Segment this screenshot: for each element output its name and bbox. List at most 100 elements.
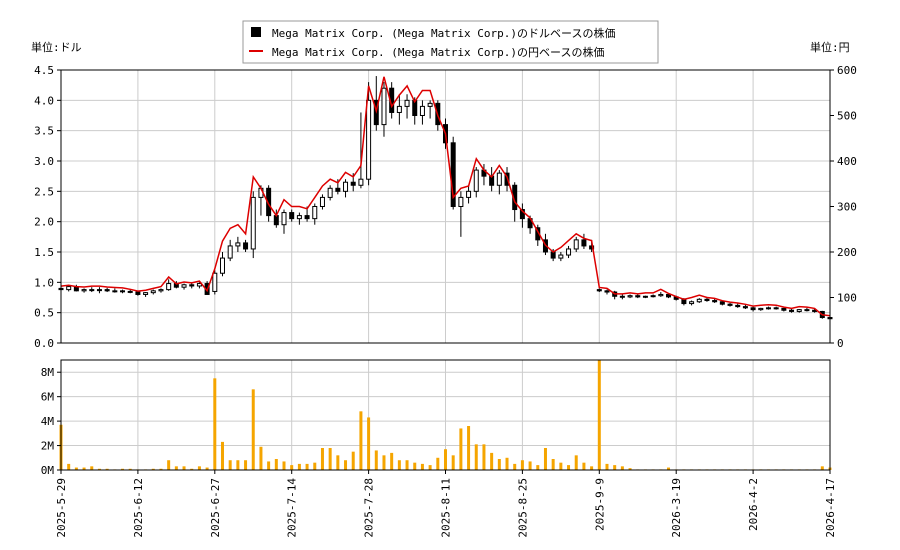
candle-body bbox=[758, 307, 764, 311]
volume-bar bbox=[67, 463, 71, 470]
candle-body bbox=[650, 295, 656, 298]
volume-bar bbox=[574, 455, 578, 470]
candle-body bbox=[335, 187, 341, 192]
volume-bar bbox=[459, 428, 463, 470]
candle-body bbox=[89, 289, 95, 292]
x-tick-label: 2025-8-25 bbox=[516, 478, 529, 538]
x-tick-label: 2025-7-28 bbox=[363, 478, 376, 538]
x-tick-label: 2025-6-27 bbox=[209, 478, 222, 538]
candle-body bbox=[235, 242, 241, 247]
volume-tick-label: 4M bbox=[41, 415, 55, 428]
volume-bar bbox=[105, 468, 109, 470]
candle-body bbox=[589, 245, 595, 250]
candle-body bbox=[327, 187, 333, 198]
volume-bar bbox=[382, 455, 386, 470]
volume-bar bbox=[451, 455, 455, 470]
volume-bar bbox=[336, 455, 340, 470]
price-tick-label: 3.5 bbox=[34, 125, 54, 138]
candle-body bbox=[219, 257, 225, 274]
volume-bar bbox=[328, 448, 332, 470]
yen-tick-label: 500 bbox=[837, 110, 857, 123]
candle-body bbox=[396, 105, 402, 113]
legend-jpy-label: Mega Matrix Corp. (Mega Matrix Corp.)の円ベ… bbox=[272, 45, 604, 59]
candle-body bbox=[658, 293, 664, 297]
candle-body bbox=[466, 190, 472, 198]
volume-bar bbox=[74, 467, 78, 470]
yen-tick-label: 0 bbox=[837, 337, 844, 350]
candle-body bbox=[350, 181, 356, 186]
volume-bar bbox=[344, 460, 348, 470]
candle-body bbox=[427, 102, 433, 107]
candle-body bbox=[296, 215, 302, 220]
volume-bar bbox=[159, 468, 163, 470]
candle-body bbox=[596, 289, 602, 292]
volume-bar bbox=[605, 463, 609, 470]
volume-bar bbox=[220, 441, 224, 470]
candle-body bbox=[243, 242, 249, 250]
volume-bar bbox=[228, 460, 232, 470]
grid bbox=[60, 69, 831, 471]
x-tick-label: 2025-6-12 bbox=[132, 478, 145, 538]
volume-bar bbox=[613, 465, 617, 470]
candle-body bbox=[66, 286, 72, 291]
price-tick-label: 1.5 bbox=[34, 246, 54, 259]
candle-body bbox=[81, 289, 87, 292]
volume-bar bbox=[351, 451, 355, 470]
volume-bar bbox=[259, 446, 263, 470]
volume-bar bbox=[513, 463, 517, 470]
volume-bar bbox=[244, 460, 248, 470]
volume-bar bbox=[428, 465, 432, 470]
candle-body bbox=[773, 307, 779, 310]
candle-body bbox=[727, 303, 733, 306]
volume-bar bbox=[582, 462, 586, 470]
volume-bar bbox=[520, 460, 524, 470]
volume-bar bbox=[505, 457, 509, 470]
candle-body bbox=[143, 292, 149, 295]
candle-body bbox=[366, 99, 372, 180]
volume-bar bbox=[474, 444, 478, 470]
volume-bar bbox=[251, 389, 255, 470]
candle-body bbox=[404, 99, 410, 107]
volume-bar bbox=[297, 463, 301, 470]
volume-bar bbox=[359, 411, 363, 470]
candle-body bbox=[619, 295, 625, 298]
volume-bars bbox=[59, 360, 832, 470]
volume-bar bbox=[151, 468, 155, 470]
volume-bar bbox=[467, 426, 471, 470]
x-tick-label: 2026-4-2 bbox=[747, 478, 760, 531]
yen-tick-label: 400 bbox=[837, 155, 857, 168]
left-unit-label: 単位:ドル bbox=[31, 40, 82, 54]
legend: Mega Matrix Corp. (Mega Matrix Corp.)のドル… bbox=[242, 20, 659, 64]
volume-bar bbox=[90, 466, 94, 470]
candle-body bbox=[666, 293, 672, 298]
volume-bar bbox=[628, 468, 632, 470]
price-tick-label: 3.0 bbox=[34, 155, 54, 168]
candle-body bbox=[189, 284, 195, 287]
candle-body bbox=[573, 239, 579, 250]
candle-body bbox=[550, 251, 556, 259]
candle-body bbox=[712, 300, 718, 303]
candle-body bbox=[742, 306, 748, 309]
x-tick-label: 2025-5-29 bbox=[55, 478, 68, 538]
volume-bar bbox=[390, 452, 394, 470]
candle-body bbox=[158, 289, 164, 292]
x-tick-label: 2026-4-17 bbox=[824, 478, 837, 538]
candle-body bbox=[358, 178, 364, 186]
candle-body bbox=[558, 254, 564, 259]
volume-bar bbox=[128, 468, 132, 470]
candle-body bbox=[689, 301, 695, 305]
candle-body bbox=[112, 290, 118, 293]
candle-body bbox=[120, 290, 126, 293]
candle-body bbox=[312, 206, 318, 220]
volume-bar bbox=[97, 468, 101, 470]
candle-body bbox=[519, 209, 525, 220]
volume-bar bbox=[620, 466, 624, 470]
volume-bar bbox=[405, 460, 409, 470]
candle-body bbox=[319, 196, 325, 207]
right-unit-label: 単位:円 bbox=[810, 40, 850, 54]
candle-body bbox=[704, 298, 710, 302]
volume-bar bbox=[267, 461, 271, 470]
volume-bar bbox=[528, 461, 532, 470]
volume-bar bbox=[490, 452, 494, 470]
volume-bar bbox=[397, 460, 401, 470]
